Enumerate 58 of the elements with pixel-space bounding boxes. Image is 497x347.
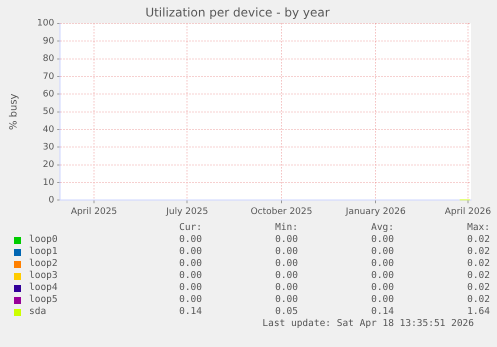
text: 0.00: [274, 282, 298, 294]
text: 0.00: [178, 234, 202, 246]
text: 0.00: [178, 246, 202, 258]
text: Last update: Sat Apr 18 13:35:51 2026: [261, 318, 474, 330]
text: 0.05: [274, 306, 298, 318]
text: 0.00: [178, 282, 202, 294]
text: 0.00: [370, 246, 394, 258]
legend-label: loop3: [29, 270, 58, 282]
y-tick-label: 90: [42, 36, 54, 46]
text: 0.00: [178, 270, 202, 282]
legend-label: loop4: [29, 282, 58, 294]
text: 0.02: [466, 294, 490, 306]
text: 0.00: [274, 270, 298, 282]
text: 0.00: [274, 246, 298, 258]
legend-label: loop2: [29, 258, 58, 270]
text: 1.64: [466, 306, 490, 318]
text: 0.02: [466, 282, 490, 294]
text: 0.02: [466, 246, 490, 258]
text: 0.14: [178, 306, 202, 318]
y-tick-label: 10: [42, 178, 54, 188]
y-tick-label: 60: [42, 89, 54, 100]
y-tick-label: 20: [42, 160, 54, 170]
text: 0.00: [370, 270, 394, 282]
text: 0.00: [178, 294, 202, 306]
text: 0.02: [466, 270, 490, 282]
text: 0.00: [274, 258, 298, 270]
text: 0.02: [466, 234, 490, 246]
y-tick-label: 70: [42, 72, 54, 82]
y-tick-label: 0: [48, 196, 54, 206]
legend-label: sda: [29, 306, 46, 318]
legend-label: loop5: [29, 294, 58, 306]
y-tick-label: 50: [42, 107, 54, 118]
text: 0.14: [370, 306, 394, 318]
text: 0.02: [466, 258, 490, 270]
y-tick-label: 40: [42, 124, 54, 135]
text: Min:: [274, 222, 298, 234]
chart-title: Utilization per device - by year: [145, 5, 330, 20]
text: Cur:: [178, 222, 202, 234]
text: Max:: [466, 222, 490, 234]
y-axis-title: % busy: [8, 93, 20, 130]
x-tick-label: April 2025: [70, 206, 118, 217]
text: 0.00: [370, 234, 394, 246]
y-tick-label: 30: [42, 142, 54, 153]
text: 0.00: [370, 294, 394, 306]
x-tick-label: July 2025: [165, 206, 208, 217]
text: 0.00: [178, 258, 202, 270]
y-tick-label: 100: [36, 18, 54, 29]
text: 0.00: [274, 294, 298, 306]
text: Avg:: [370, 222, 394, 234]
y-tick-label: 80: [42, 54, 54, 64]
x-tick-label: October 2025: [250, 206, 312, 217]
legend-label: loop1: [29, 246, 58, 258]
text: 0.00: [370, 282, 394, 294]
x-tick-label: January 2026: [344, 206, 406, 217]
text: 0.00: [274, 234, 298, 246]
legend-label: loop0: [29, 234, 58, 246]
text: 0.00: [370, 258, 394, 270]
x-tick-label: April 2026: [444, 206, 492, 217]
